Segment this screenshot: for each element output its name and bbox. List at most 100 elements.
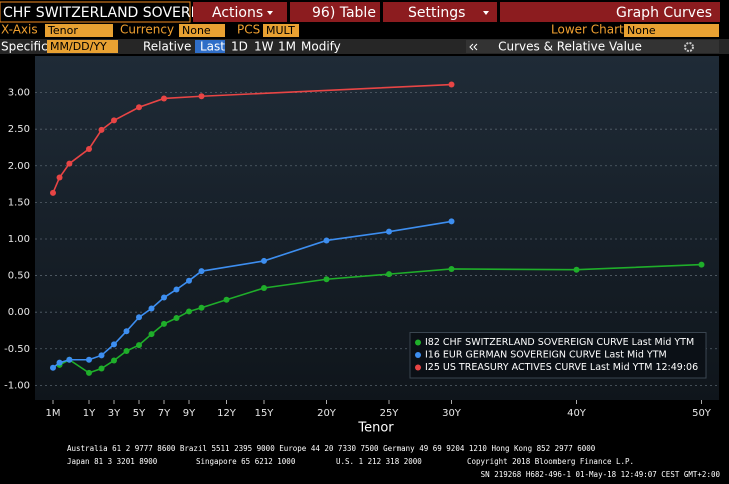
x-tick-label: 7Y — [158, 408, 171, 419]
security-field[interactable] — [0, 1, 191, 23]
currency-field[interactable] — [179, 24, 225, 37]
y-tick-label: 3.00 — [8, 88, 30, 99]
data-point — [161, 95, 167, 102]
y-tick-label: 1.50 — [8, 197, 30, 208]
x-tick-label: 40Y — [567, 408, 587, 419]
lower-chart-field[interactable] — [624, 24, 719, 37]
data-point — [86, 145, 92, 152]
modify-button[interactable]: Modify — [301, 40, 341, 54]
x-tick-label: 1M — [46, 408, 61, 419]
data-point — [448, 265, 455, 272]
data-point — [573, 266, 580, 273]
series-line — [52, 83, 452, 194]
data-point — [123, 328, 130, 335]
legend-label: I25 US TREASURY ACTIVES CURVE Last Mid Y… — [425, 362, 698, 373]
legend-swatch — [415, 364, 421, 371]
security-name: CHF SWITZERLAND SOVEREIG — [3, 5, 214, 21]
currency-value: None — [182, 24, 211, 37]
x-tick-label: 3Y — [108, 408, 121, 419]
settings-label: Settings — [408, 5, 465, 21]
panel-header — [466, 40, 719, 53]
data-point — [186, 308, 192, 315]
data-point — [98, 365, 105, 372]
table-button[interactable] — [290, 2, 380, 22]
x-tick-label: 5Y — [133, 408, 146, 419]
x-tick-label: 1Y — [83, 408, 96, 419]
y-tick-label: -1.00 — [4, 380, 30, 391]
data-point — [261, 257, 267, 264]
pcs-field[interactable] — [263, 24, 299, 37]
relative-option[interactable]: 1D — [231, 40, 248, 54]
y-tick-label: 0.50 — [8, 271, 30, 282]
data-point — [56, 359, 63, 366]
settings-menu[interactable] — [383, 2, 497, 22]
legend-label: I82 CHF SWITZERLAND SOVEREIGN CURVE Last… — [425, 337, 694, 348]
x-tick-label: 25Y — [380, 408, 400, 419]
data-point — [148, 331, 155, 338]
dropdown-arrow — [267, 11, 273, 15]
pcs-label: PCS — [237, 23, 260, 37]
y-tick-label: -0.50 — [4, 344, 30, 355]
footer-contacts: Singapore 65 6212 1000 — [196, 457, 296, 466]
x-tick-label: 12Y — [217, 408, 237, 419]
actions-menu[interactable] — [193, 2, 287, 22]
settings-gear[interactable] — [684, 42, 694, 52]
currency-label: Currency — [120, 23, 174, 37]
legend-label: I16 EUR GERMAN SOVEREIGN CURVE Last Mid … — [425, 350, 667, 361]
data-point — [123, 347, 130, 354]
data-point — [66, 356, 73, 363]
legend-swatch — [415, 352, 421, 358]
data-point — [448, 81, 455, 88]
data-point — [86, 356, 92, 363]
relative-selected[interactable] — [195, 40, 225, 53]
x-tick-label: 9Y — [183, 408, 196, 419]
data-point — [50, 364, 56, 371]
table-label: 96) Table — [312, 5, 376, 21]
window-title: Graph Curves — [616, 5, 712, 21]
data-point — [136, 342, 142, 349]
data-point — [56, 174, 63, 181]
collapse-icon[interactable] — [469, 43, 478, 51]
lower-chart-label: Lower Chart — [551, 23, 624, 37]
relative-option[interactable]: 1W — [254, 40, 274, 54]
pcs-value: MULT — [266, 24, 295, 37]
data-point — [136, 314, 142, 321]
title-bar — [500, 2, 720, 22]
data-point — [111, 357, 117, 364]
data-point — [66, 160, 73, 167]
data-point — [261, 285, 267, 292]
x-axis-title: Tenor — [357, 421, 394, 436]
data-point — [386, 271, 392, 278]
relative-option[interactable]: Last — [200, 40, 225, 54]
y-tick-label: 0.00 — [8, 307, 30, 318]
dropdown-arrow — [483, 11, 489, 15]
xaxis-label: X-Axis — [1, 23, 38, 37]
data-point — [448, 218, 455, 225]
data-point — [198, 268, 205, 275]
data-point — [698, 261, 705, 268]
footer-contacts: Japan 81 3 3201 8900 — [67, 457, 158, 466]
data-point — [111, 341, 117, 348]
footer-contacts: Australia 61 2 9777 8600 Brazil 5511 239… — [67, 444, 596, 453]
data-point — [86, 369, 92, 376]
date-placeholder: MM/DD/YY — [50, 40, 107, 53]
data-point — [386, 228, 392, 235]
data-point — [173, 315, 180, 322]
data-point — [198, 304, 205, 311]
data-point — [173, 286, 180, 293]
relative-label: Relative — [143, 40, 191, 54]
xaxis-field[interactable] — [45, 24, 113, 37]
x-tick-label: 50Y — [692, 408, 712, 419]
x-tick-label: 30Y — [442, 408, 462, 419]
date-field[interactable] — [47, 40, 118, 53]
data-point — [98, 126, 105, 133]
relative-option[interactable]: 1M — [278, 40, 296, 54]
data-point — [161, 320, 167, 327]
legend-box — [409, 332, 707, 379]
footer-contacts: U.S. 1 212 318 2000 — [336, 457, 422, 466]
xaxis-value: Tenor — [47, 24, 78, 37]
lower-chart-value: None — [627, 24, 656, 37]
y-tick-label: 1.00 — [8, 234, 30, 245]
